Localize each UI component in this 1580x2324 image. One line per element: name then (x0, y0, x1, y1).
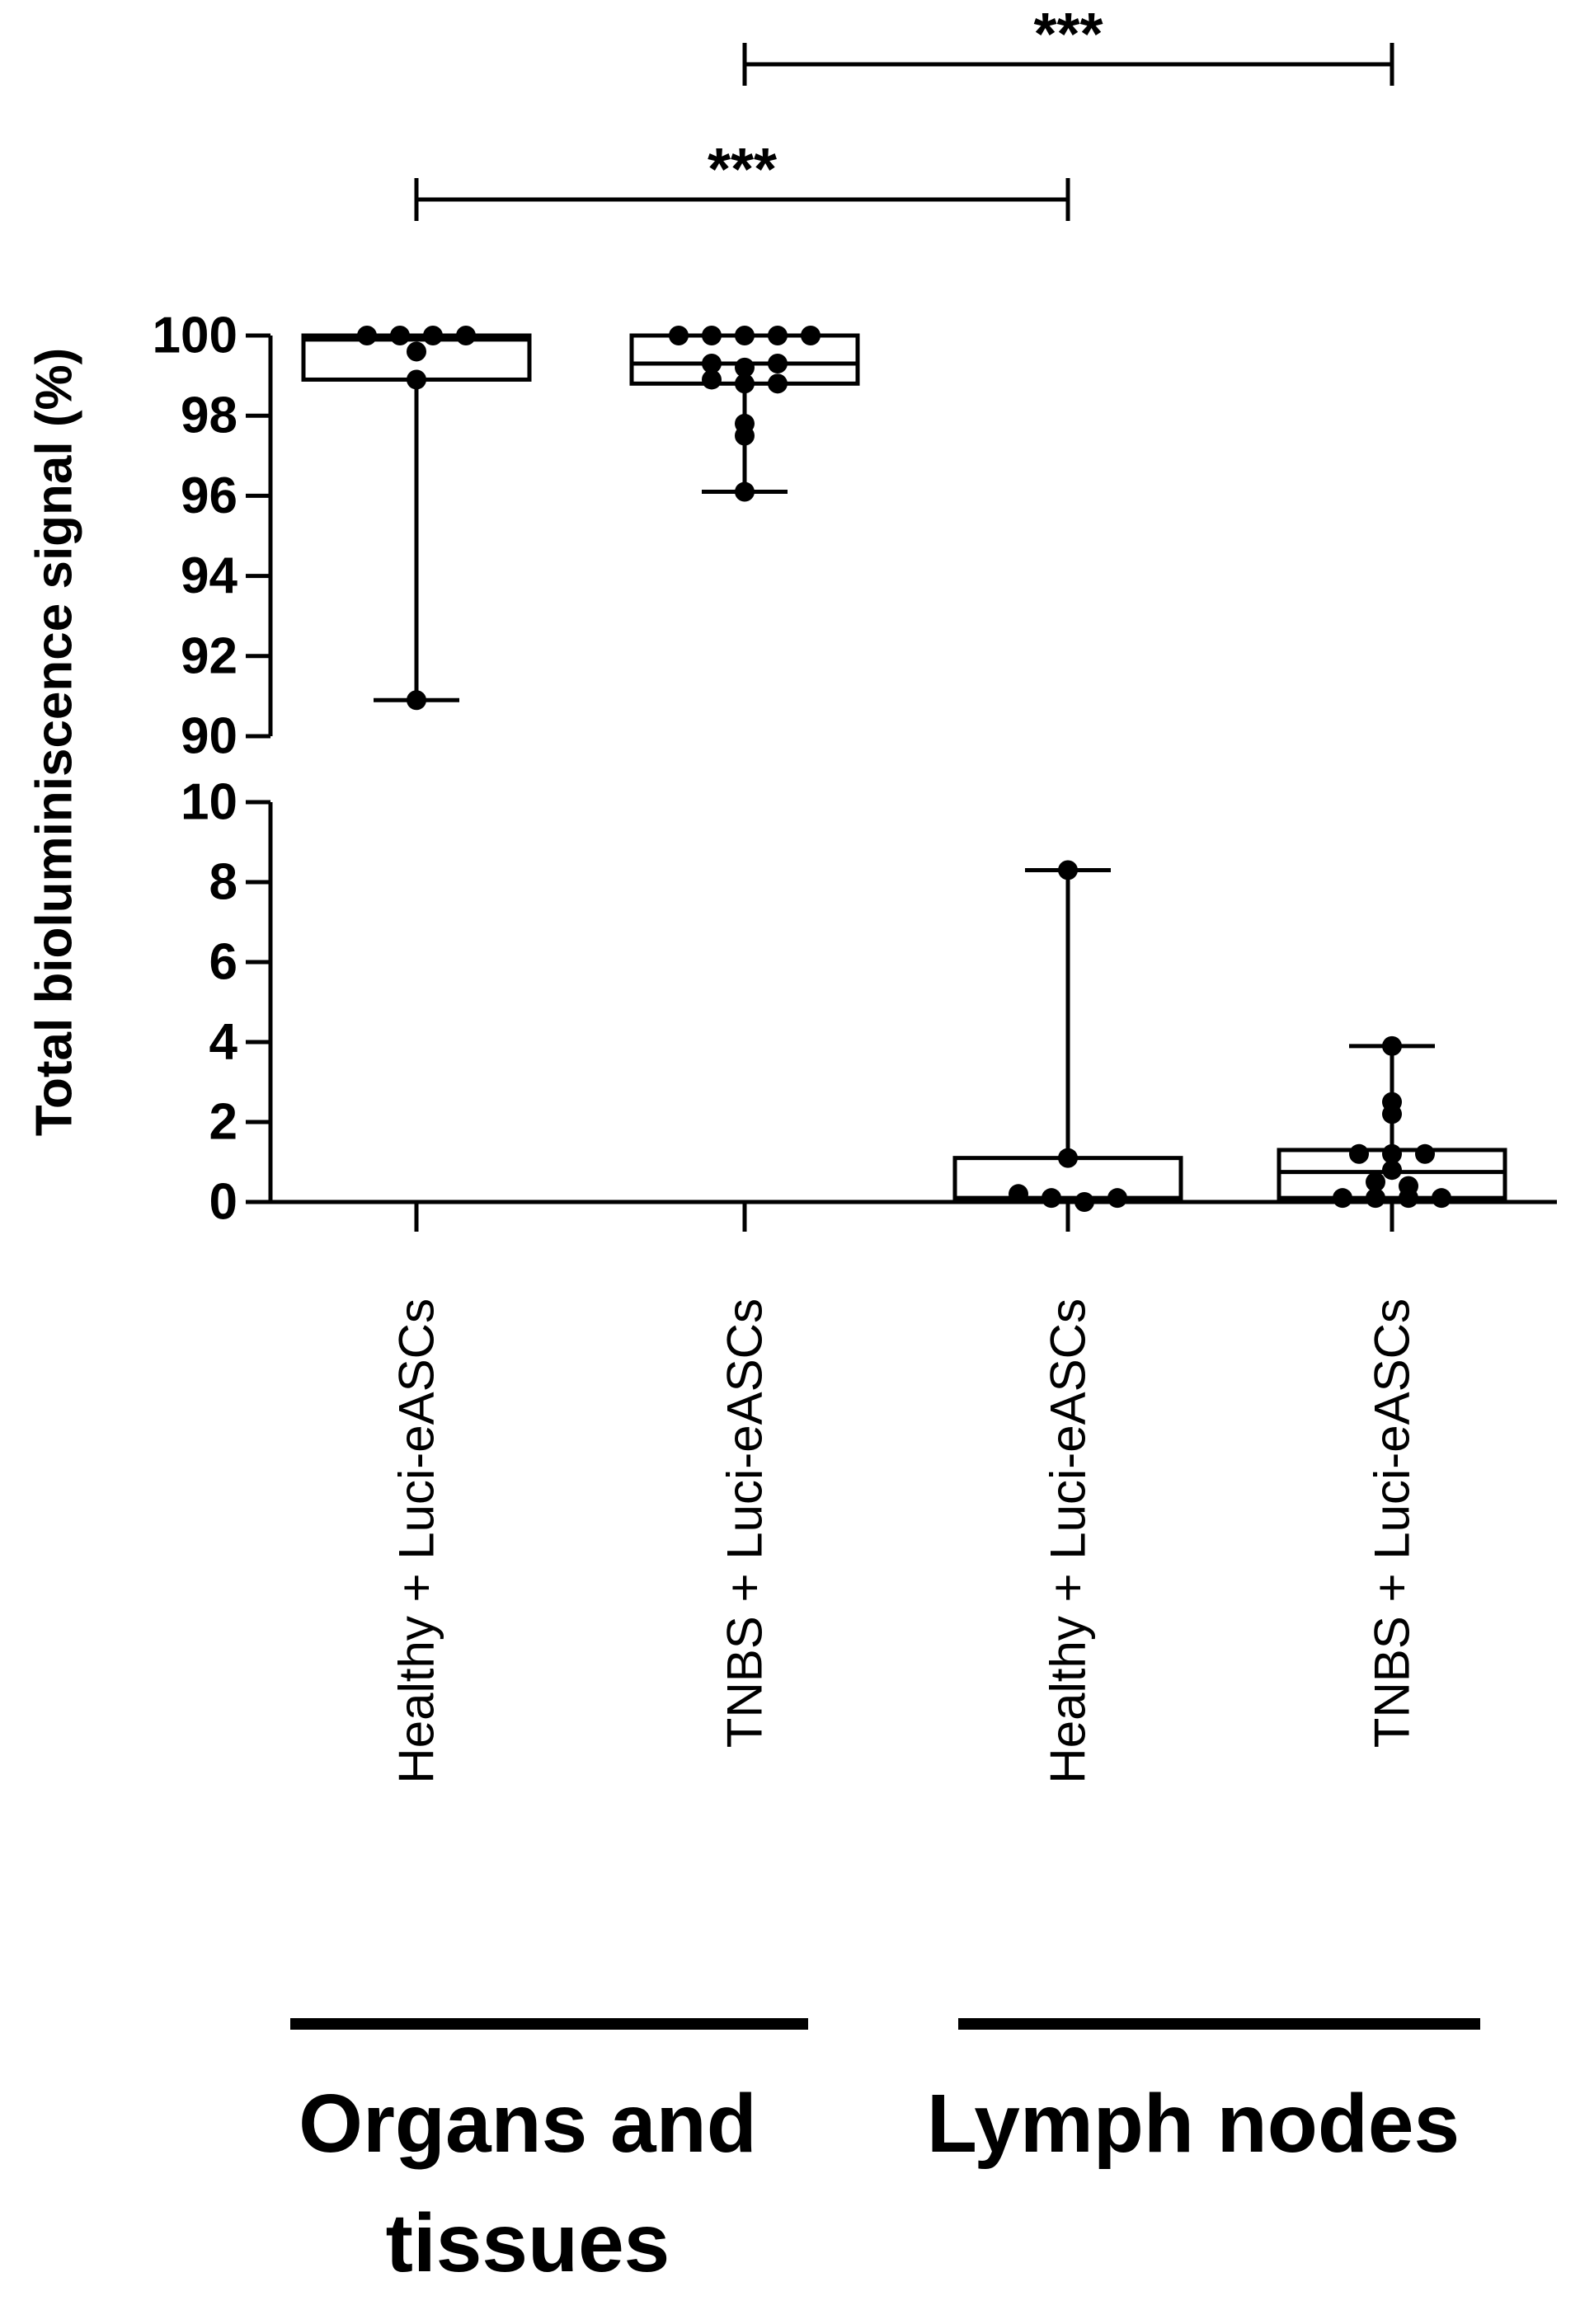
group-label: Lymph nodes (927, 2078, 1460, 2170)
x-tick-label: TNBS + Luci-eASCs (717, 1298, 773, 1748)
data-point (1042, 1188, 1061, 1209)
group-label: tissues (386, 2197, 670, 2289)
data-point (702, 354, 722, 374)
y-tick-label: 96 (181, 467, 237, 524)
data-point (1415, 1143, 1435, 1164)
data-point (768, 354, 788, 374)
category-labels: Healthy + Luci-eASCs TNBS + Luci-eASCs Hea… (290, 1298, 1480, 2289)
y-tick-label: 90 (181, 708, 237, 765)
y-tick-label: 2 (209, 1094, 237, 1151)
data-point (735, 425, 755, 446)
data-point (702, 369, 722, 390)
y-tick-label: 6 (209, 934, 237, 991)
data-point (1349, 1143, 1369, 1164)
data-point (801, 326, 821, 345)
data-point (1382, 1104, 1402, 1124)
significance-label: *** (1033, 2, 1103, 68)
significance-brackets: *** *** (414, 2, 1394, 221)
group-label: Organs and (299, 2078, 757, 2170)
y-tick-label: 10 (181, 774, 237, 831)
data-point (407, 341, 426, 362)
y-tick-label: 8 (209, 854, 237, 911)
axes: 100 98 96 94 92 90 10 8 6 4 2 0 Total bioluminiscenc… (26, 308, 1557, 1232)
data-point (1366, 1171, 1385, 1192)
data-point (768, 326, 788, 345)
x-tick-label: TNBS + Luci-eASCs (1365, 1298, 1420, 1748)
data-point (1399, 1188, 1418, 1209)
data-point (735, 481, 755, 502)
y-tick-label: 4 (209, 1014, 238, 1071)
x-tick-label: Healthy + Luci-eASCs (389, 1298, 444, 1784)
data-point (702, 326, 722, 345)
data-point (407, 369, 426, 390)
data-point (1382, 1035, 1402, 1056)
data-point (1107, 1188, 1127, 1209)
data-point (1058, 860, 1078, 880)
data-point (735, 373, 755, 394)
data-point (1366, 1188, 1385, 1209)
data-point (735, 326, 755, 345)
data-point (1382, 1143, 1402, 1164)
data-point (1333, 1188, 1352, 1209)
data-point (357, 326, 377, 345)
y-tick-label: 92 (181, 627, 237, 684)
data-point (669, 326, 689, 345)
data-point (1432, 1188, 1451, 1209)
data-point (407, 690, 426, 711)
y-tick-label: 98 (181, 387, 237, 444)
data-points (357, 326, 1451, 1212)
boxes (301, 333, 1507, 1204)
y-tick-label: 0 (209, 1174, 237, 1231)
data-point (390, 326, 410, 345)
data-point (1009, 1184, 1028, 1204)
x-tick-label: Healthy + Luci-eASCs (1041, 1298, 1096, 1784)
data-point (1058, 1148, 1078, 1168)
data-point (423, 326, 443, 345)
data-point (735, 357, 755, 378)
y-tick-label: 94 (181, 547, 237, 604)
data-point (1074, 1192, 1094, 1212)
y-tick-label: 100 (153, 308, 237, 364)
data-point (456, 326, 476, 345)
data-point (768, 373, 788, 394)
significance-label: *** (708, 137, 777, 203)
y-axis-title: Total bioluminiscence signal (%) (26, 348, 83, 1137)
data-point (1382, 1160, 1402, 1181)
